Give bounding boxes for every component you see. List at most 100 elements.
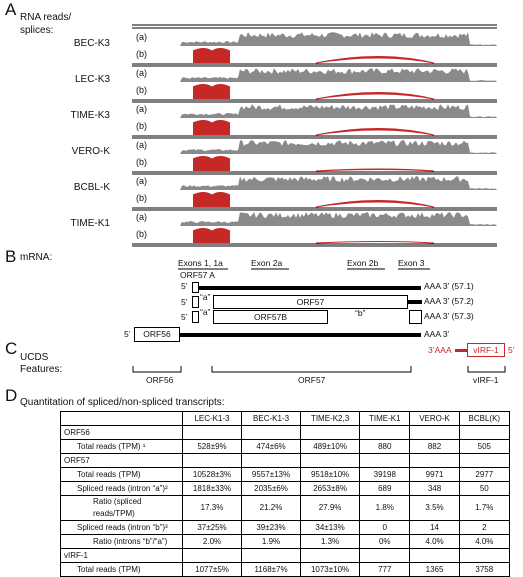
table-cell: 880 [359, 439, 411, 454]
five-prime-57-1: 5’ [181, 281, 188, 291]
splice-arc-b [315, 168, 435, 172]
table-cell: 37±25% [181, 520, 243, 535]
track-name: LEC-K3 [74, 74, 110, 85]
transcript-orf56-line [180, 333, 421, 337]
splice-arc-a [192, 48, 231, 52]
track-name: BCBL-K [73, 182, 110, 193]
virf-3prime-aaa: 3’AAA [428, 345, 452, 355]
table-cell [458, 548, 511, 563]
table-cell: 777 [359, 562, 411, 577]
read-coverage [132, 32, 497, 46]
table-cell: 50 [458, 481, 511, 496]
row-label: Total reads (TPM) [60, 562, 183, 577]
table-cell [241, 548, 302, 563]
exon-label-1: Exons 1, 1a [178, 258, 223, 268]
table-cell [359, 453, 411, 468]
splice-arc-b [315, 56, 435, 64]
track-sublabel: (b) [136, 121, 147, 131]
table-cell [409, 425, 460, 440]
bracket-orf57-label: ORF57 [298, 375, 326, 385]
row-label: Spliced reads (intron “a”)² [60, 481, 183, 496]
polya-57-3: AAA 3’ (57.3) [424, 311, 474, 321]
table-cell [359, 548, 411, 563]
virf-box: vIRF-1 [467, 343, 505, 357]
five-prime-57-2: 5’ [181, 297, 188, 307]
read-coverage [132, 140, 497, 154]
table-cell [241, 453, 302, 468]
exon-label-2a: Exon 2a [251, 258, 283, 268]
track-sublabel: (a) [136, 104, 147, 114]
table-cell: 14 [409, 520, 460, 535]
table-cell [300, 548, 361, 563]
table-cell: 9971 [409, 467, 460, 482]
table-row: Total reads (TPM) 1077±5% 1168±7% 1073±10% 7… [60, 562, 511, 577]
splice-arc-b [315, 92, 435, 100]
table-cell: 1818±33% [181, 481, 243, 496]
table-cell [300, 425, 361, 440]
panel-d-letter: D [5, 386, 18, 405]
orf57-box: ORF57 [213, 295, 408, 309]
table-cell [181, 453, 243, 468]
track-name: TIME-K1 [70, 218, 110, 229]
table-cell: 21.2% [241, 495, 302, 521]
read-coverage [132, 176, 497, 190]
quantitation-table: LEC-K1-3 BEC-K1-3 TIME-K2,3 TIME-K1 VERO-K BC… [60, 411, 511, 577]
exon3-box-57-3 [409, 310, 422, 324]
table-cell: 4.0% [409, 534, 460, 549]
table-row: Ratio (introns “b”/“a”) 2.0% 1.9% 1.3% 0% 4.0… [60, 534, 511, 549]
table-cell [300, 453, 361, 468]
table-cell [181, 425, 243, 440]
intron-b-label: “b” [355, 308, 366, 318]
splice-arc-b [315, 200, 435, 208]
table-cell: 1.7% [458, 495, 511, 521]
splice-block [193, 87, 230, 99]
table-cell: 34±13% [300, 520, 361, 535]
row-label: vIRF-1 [60, 548, 183, 563]
table-cell: 9557±13% [241, 467, 302, 482]
table-cell: 2653±8% [300, 481, 361, 496]
table-cell: 10528±3% [181, 467, 243, 482]
orf57-label: ORF57 [296, 297, 325, 307]
table-cell: 39±23% [241, 520, 302, 535]
splice-arc-a [192, 192, 231, 196]
exon-underlines [178, 268, 430, 270]
panel-c-label-line2: Features: [20, 364, 63, 375]
table-cell: 1073±10% [300, 562, 361, 577]
exon1-box-57-2 [192, 296, 199, 308]
table-cell: 3758 [458, 562, 511, 577]
table-cell: 0 [359, 520, 411, 535]
bracket-orf56-label: ORF56 [146, 375, 174, 385]
table-cell: 17.3% [181, 495, 243, 521]
polya-57-2: AAA 3’ (57.2) [424, 296, 474, 306]
read-coverage [132, 68, 497, 82]
row-label: Total reads (TPM) [60, 467, 183, 482]
exon-label-3: Exon 3 [398, 258, 425, 268]
row-label: Total reads (TPM) ¹ [60, 439, 183, 454]
transcript-57-1-line [199, 286, 421, 290]
panel-c-label-line1: UCDS [20, 352, 49, 363]
table-cell [241, 425, 302, 440]
track-sublabel: (a) [136, 176, 147, 186]
virf-line [455, 349, 467, 352]
table-row: Total reads (TPM) ¹ 528±9% 474±6% 489±10% 88… [60, 439, 511, 454]
table-cell [458, 453, 511, 468]
table-header-cell: VERO-K [409, 411, 460, 426]
table-row: ORF57 [60, 453, 511, 468]
table-cell: 348 [409, 481, 460, 496]
row-label: Spliced reads (intron “b”)³ [60, 520, 183, 535]
feature-brackets [132, 366, 506, 373]
polya-orf56: AAA 3’ [424, 329, 450, 339]
splice-arc-a [192, 156, 231, 160]
table-cell: 2035±6% [241, 481, 302, 496]
table-cell [458, 425, 511, 440]
table-cell: 1077±5% [181, 562, 243, 577]
exon-label-2b: Exon 2b [347, 258, 379, 268]
table-cell [359, 425, 411, 440]
splice-block [193, 51, 230, 63]
exon1-box-57-1 [192, 282, 199, 293]
orf57b-box: ORF57B [213, 310, 328, 324]
coverage-tracks [132, 24, 497, 247]
splice-arc-a [192, 84, 231, 88]
table-header-row: LEC-K1-3 BEC-K1-3 TIME-K2,3 TIME-K1 VERO-K BC… [60, 411, 511, 426]
orf56-box: ORF56 [134, 327, 180, 342]
